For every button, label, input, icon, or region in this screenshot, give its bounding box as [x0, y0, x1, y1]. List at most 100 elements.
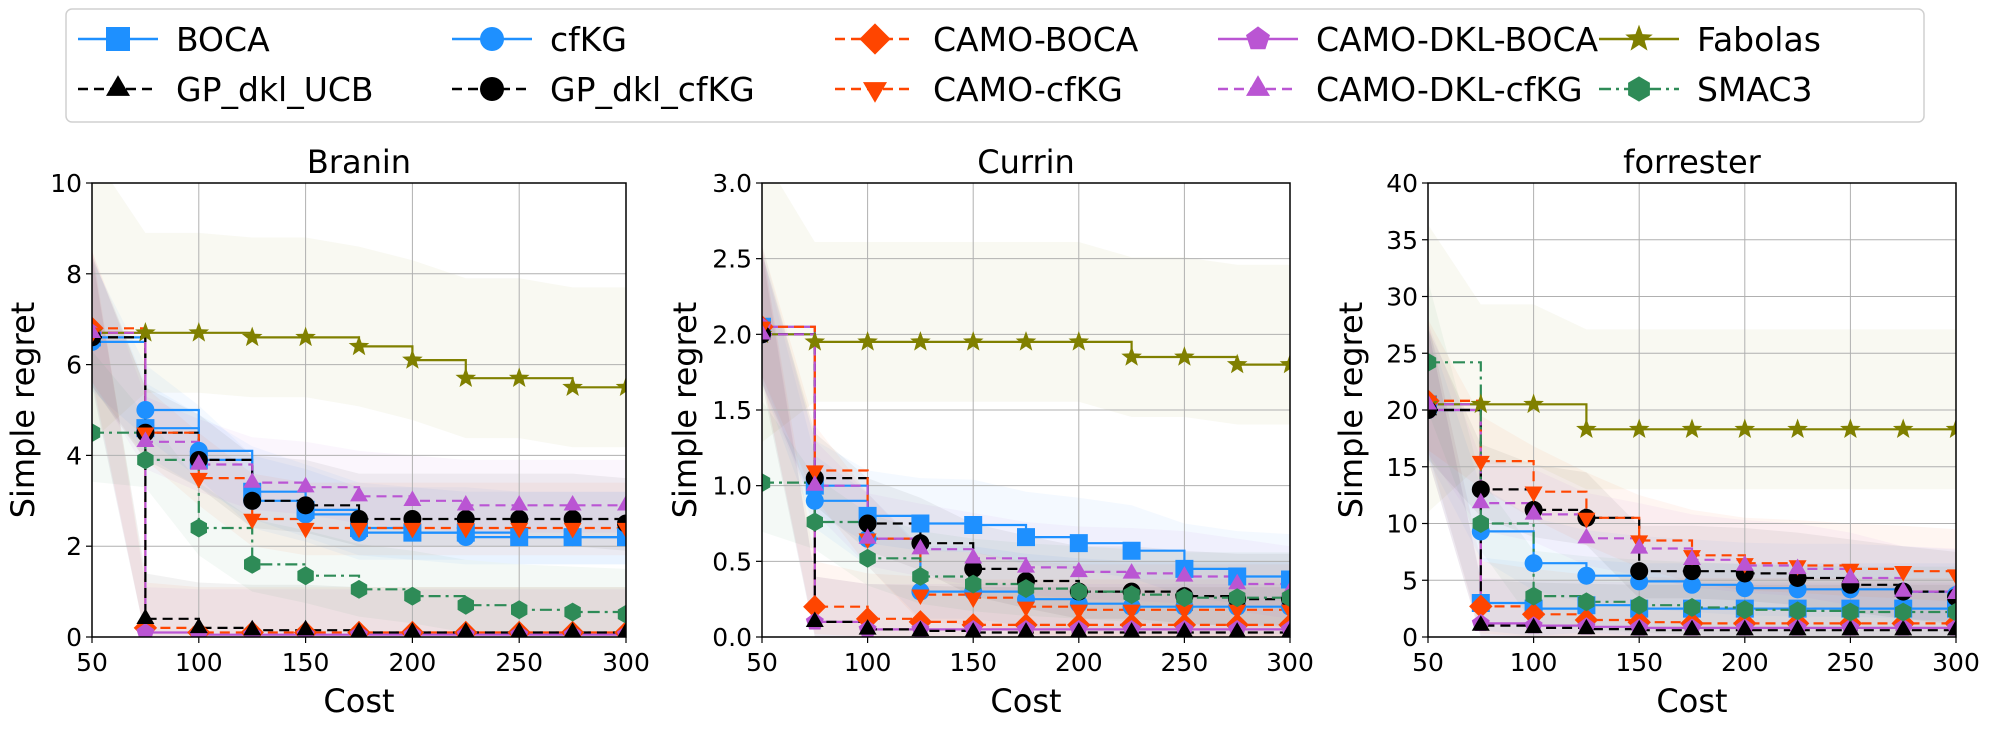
point-camo_cfkg	[1947, 569, 1956, 585]
panel-0: 50 100 150 200 250 300 0 2 4 6 8 10 Branin Cost Simple…	[4, 143, 650, 720]
point-camo_dkl_cfkg	[1630, 538, 1649, 554]
point-camo_cfkg	[563, 522, 582, 539]
y-axis-title: Simple regret	[1332, 302, 1370, 519]
point-gp_dkl_ucb	[136, 608, 155, 624]
point-fabolas	[962, 331, 984, 351]
band-fabolas	[762, 183, 1290, 443]
point-camo_dkl_cfkg	[762, 324, 771, 340]
legend-entry-gp_dkl_cfkg: GP_dkl_cfKG	[452, 70, 755, 109]
point-camo_cfkg	[1471, 455, 1490, 472]
point-fabolas	[1015, 331, 1037, 351]
band-gp_dkl_cfkg	[762, 252, 1290, 627]
x-tick-label: 100	[1510, 648, 1558, 677]
point-fabolas	[1628, 418, 1650, 438]
point-camo_dkl_cfkg	[1069, 561, 1088, 578]
point-gp_dkl_ucb	[1841, 619, 1860, 636]
point-gp_dkl_ucb	[964, 622, 982, 637]
point-fabolas	[1279, 353, 1290, 374]
legend-marker-camo_boca	[859, 23, 891, 55]
point-fabolas	[562, 376, 583, 396]
point-camo_cfkg	[189, 472, 208, 489]
point-smac3	[1123, 585, 1140, 605]
uncertainty-bands	[92, 183, 626, 637]
point-camo_dkl_boca	[136, 623, 155, 637]
point-gp_dkl_ucb	[510, 622, 528, 637]
legend-label-camo_cfkg: CAMO-cfKG	[933, 70, 1123, 109]
point-boca	[964, 516, 983, 535]
point-smac3	[859, 548, 876, 568]
point-gp_dkl_ucb	[1577, 618, 1596, 635]
point-camo_boca	[803, 595, 827, 619]
point-camo_dkl_cfkg	[1788, 558, 1807, 575]
x-tick-label: 100	[844, 648, 892, 677]
point-camo_dkl_cfkg	[243, 472, 262, 488]
point-fabolas	[1892, 418, 1914, 438]
point-smac3	[912, 567, 929, 586]
point-camo_dkl_cfkg	[858, 528, 877, 544]
band-smac3	[92, 351, 626, 637]
series-line-gp_dkl_ucb	[762, 333, 1290, 634]
y-tick-label: 8	[66, 260, 82, 289]
band-boca	[92, 255, 626, 565]
point-cfkg	[1683, 575, 1701, 594]
point-smac3	[762, 473, 771, 493]
point-camo_dkl_cfkg	[456, 495, 475, 511]
legend-marker-camo_dkl_boca	[1246, 26, 1270, 50]
point-fabolas	[1945, 418, 1956, 438]
point-fabolas	[1174, 346, 1195, 366]
point-gp_dkl_ucb	[189, 617, 208, 634]
point-gp_dkl_ucb	[350, 622, 368, 637]
panel-2: 50 100 150 200 250 300 0 5 10 15 20 25 30 35 40 forrest…	[1332, 143, 1980, 720]
point-smac3	[190, 518, 207, 538]
point-fabolas	[1734, 418, 1756, 438]
point-smac3	[1017, 579, 1035, 598]
x-tick-label: 300	[1266, 648, 1314, 677]
band-gp_dkl_cfkg	[92, 255, 626, 551]
y-tick-label: 0	[1402, 623, 1418, 652]
point-fabolas	[1121, 346, 1142, 366]
series-line-fabolas	[762, 333, 1290, 366]
point-camo_dkl_cfkg	[350, 485, 368, 502]
point-smac3	[511, 600, 528, 620]
point-smac3	[350, 579, 368, 599]
point-gp_dkl_cfkg	[964, 559, 983, 578]
point-fabolas	[910, 331, 931, 351]
point-camo_dkl_cfkg	[1841, 567, 1860, 584]
point-smac3	[1428, 352, 1437, 372]
legend-label-gp_dkl_cfkg: GP_dkl_cfKG	[550, 70, 755, 109]
point-smac3	[1789, 601, 1806, 621]
point-fabolas	[1226, 353, 1248, 374]
point-gp_dkl_cfkg	[1683, 562, 1701, 581]
point-cfkg	[1577, 566, 1596, 585]
y-tick-label: 0.5	[712, 547, 752, 576]
point-smac3	[137, 450, 154, 470]
x-tick-label: 300	[1932, 648, 1980, 677]
y-tick-label: 30	[1386, 283, 1418, 312]
x-tick-label: 200	[1055, 648, 1103, 677]
panel-title: forrester	[1623, 143, 1761, 181]
legend-label-camo_dkl_cfkg: CAMO-DKL-cfKG	[1316, 70, 1583, 109]
point-gp_dkl_ucb	[805, 611, 824, 627]
point-gp_dkl_ucb	[1524, 617, 1543, 634]
point-cfkg	[805, 491, 824, 510]
point-camo_cfkg	[296, 522, 315, 539]
point-gp_dkl_ucb	[1683, 619, 1701, 636]
point-camo_dkl_cfkg	[805, 475, 824, 491]
point-fabolas	[804, 331, 826, 351]
point-camo_cfkg	[805, 465, 824, 481]
point-camo_dkl_cfkg	[911, 538, 930, 555]
point-camo_dkl_cfkg	[1524, 504, 1543, 520]
y-tick-label: 2	[66, 532, 82, 561]
y-tick-label: 15	[1386, 453, 1418, 482]
point-boca	[1281, 570, 1290, 589]
point-smac3	[297, 566, 314, 586]
point-fabolas	[455, 367, 477, 387]
point-camo_dkl_cfkg	[403, 490, 422, 506]
series-line-gp_dkl_ucb	[92, 336, 626, 634]
x-tick-label: 150	[949, 648, 997, 677]
point-gp_dkl_ucb	[1471, 615, 1490, 631]
point-smac3	[92, 423, 101, 443]
legend-marker-gp_dkl_ucb	[106, 75, 130, 96]
